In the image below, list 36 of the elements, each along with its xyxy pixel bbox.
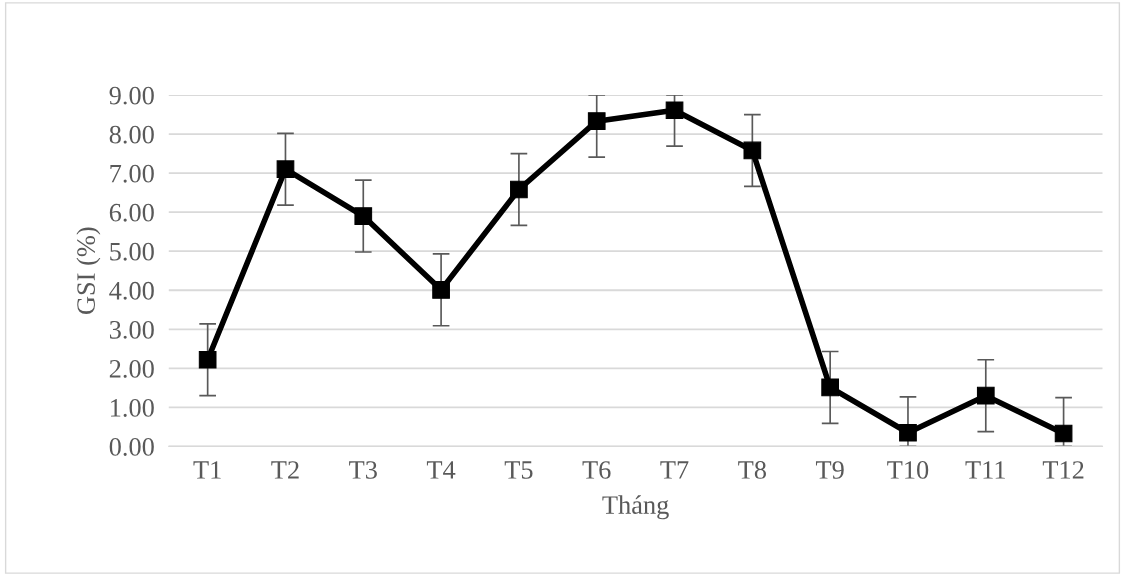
point — [354, 207, 373, 225]
y-axis-title: GSI (%) — [76, 227, 101, 314]
y-tick-label: 6.00 — [109, 203, 154, 222]
point — [899, 423, 917, 442]
point — [510, 180, 528, 199]
point — [665, 101, 684, 120]
y-tick-label: 7.00 — [110, 164, 154, 183]
y-tick-label: 3.00 — [109, 320, 154, 339]
x-tick-label: T12 — [1042, 461, 1084, 479]
x-tick-label: T8 — [738, 461, 766, 479]
point — [432, 281, 450, 299]
y-tick-label: 5.00 — [110, 242, 154, 261]
y-tick-label: 2.00 — [109, 359, 154, 378]
x-tick-label: T6 — [582, 461, 611, 479]
x-tick-label: T10 — [887, 461, 929, 479]
x-tick-label: T9 — [815, 461, 844, 479]
y-tick-label: 8.00 — [109, 125, 154, 144]
point — [976, 386, 995, 405]
x-tick-label: T5 — [504, 461, 533, 479]
y-tick-label: 0.00 — [109, 438, 154, 456]
point — [743, 141, 762, 160]
x-tick-label: T4 — [426, 461, 456, 479]
point — [821, 378, 840, 397]
x-tick-label: T11 — [965, 461, 1005, 479]
x-axis-title: Tháng — [602, 495, 669, 520]
point — [587, 112, 606, 131]
y-tick-label: 4.00 — [109, 281, 154, 300]
point — [276, 160, 295, 179]
x-tick-label: T1 — [193, 461, 221, 479]
x-tick-label: T7 — [660, 461, 689, 479]
y-tick-label: 1.00 — [111, 398, 154, 417]
x-tick-label: T2 — [271, 461, 299, 479]
point — [198, 350, 217, 369]
x-tick-label: T3 — [349, 461, 377, 479]
point — [1054, 424, 1073, 443]
y-tick-label: 9.00 — [109, 86, 154, 105]
